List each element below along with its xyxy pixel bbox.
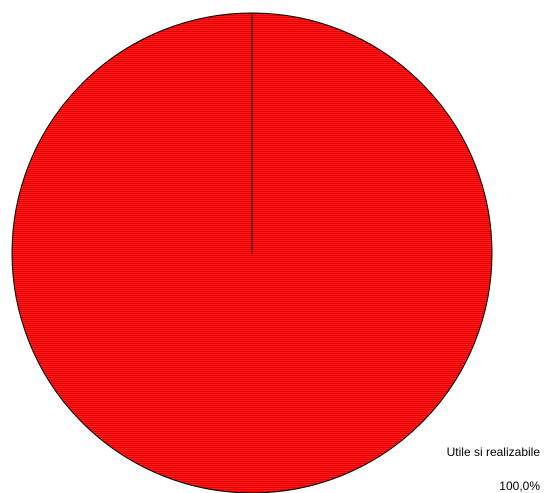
- pie-slices: [11, 12, 493, 493]
- slice-label: Utile si realizabile: [447, 445, 541, 459]
- pie-labels: Utile si realizabile 100,0%: [447, 445, 541, 493]
- slice-value-label: 100,0%: [499, 479, 540, 493]
